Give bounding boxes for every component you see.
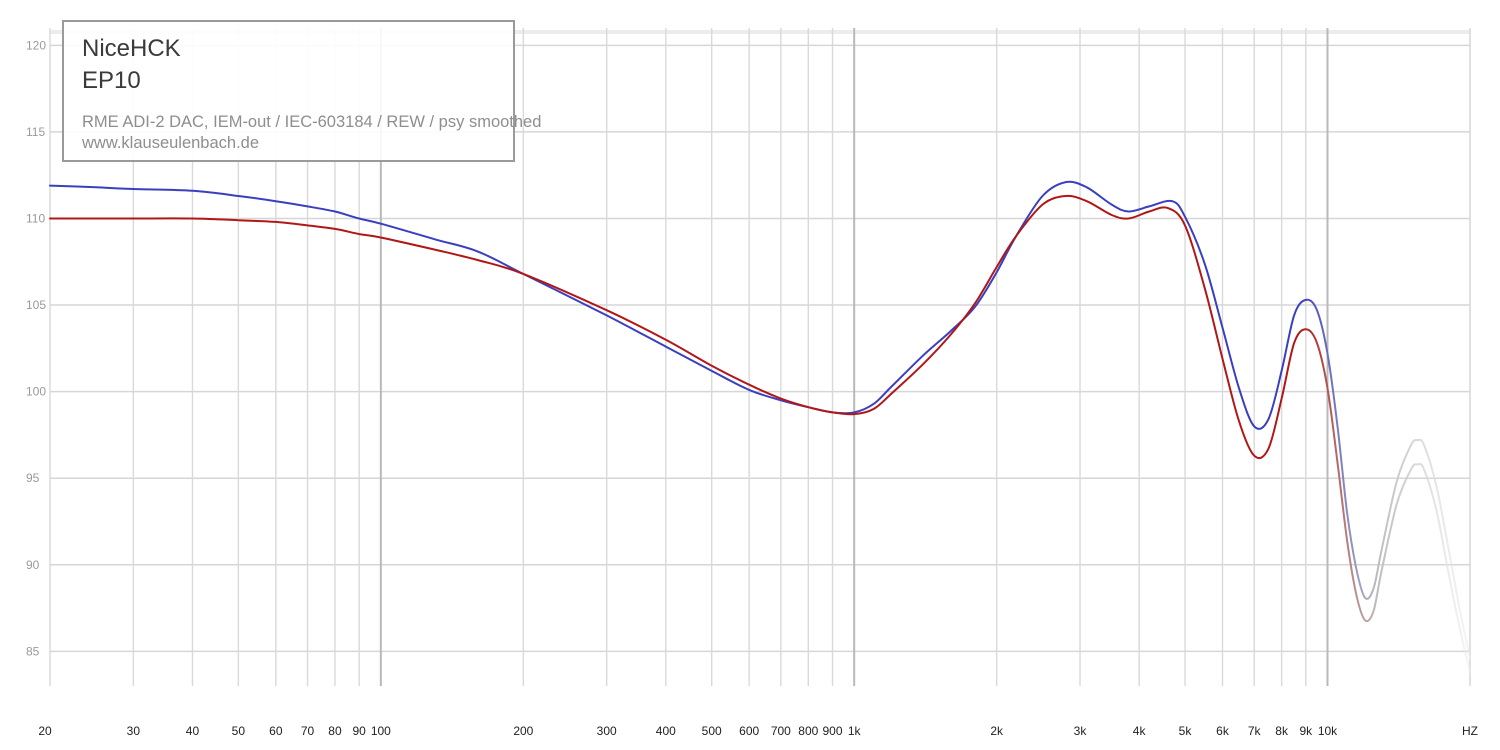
x-tick-label: 90	[353, 724, 367, 738]
x-tick-label: 800	[798, 724, 818, 738]
legend-box: NiceHCK EP10 RME ADI-2 DAC, IEM-out / IE…	[62, 20, 541, 162]
x-tick-label: 700	[771, 724, 791, 738]
y-tick-label: 100	[26, 385, 46, 399]
x-tick-label: 30	[127, 724, 141, 738]
x-tick-label: 8k	[1275, 724, 1289, 738]
x-tick-label: 10k	[1318, 724, 1338, 738]
x-tick-label: 20	[38, 724, 52, 738]
x-tick-label: HZ	[1462, 724, 1478, 738]
y-tick-label: 110	[26, 211, 45, 225]
y-tick-label: 115	[26, 125, 45, 139]
x-tick-label: 5k	[1179, 724, 1193, 738]
x-tick-label: 900	[823, 724, 843, 738]
x-tick-label: 500	[702, 724, 722, 738]
x-tick-label: 9k	[1300, 724, 1314, 738]
x-tick-label: 1k	[848, 724, 862, 738]
legend-brand: NiceHCK	[82, 35, 181, 62]
x-tick-label: 70	[301, 724, 315, 738]
y-tick-label: 85	[26, 644, 40, 658]
series-line-1	[49, 180, 1471, 660]
legend-measurement-setup: RME ADI-2 DAC, IEM-out / IEC-603184 / RE…	[82, 113, 542, 131]
x-tick-label: 3k	[1074, 724, 1088, 738]
legend-model: EP10	[82, 67, 141, 94]
series-line-2	[49, 194, 1471, 674]
y-tick-label: 95	[26, 471, 40, 485]
y-tick-label: 90	[26, 558, 40, 572]
x-tick-label: 100	[371, 724, 391, 738]
x-tick-label: 400	[656, 724, 676, 738]
x-tick-label: 6k	[1216, 724, 1230, 738]
x-tick-label: 4k	[1133, 724, 1147, 738]
x-tick-label: 60	[269, 724, 283, 738]
y-tick-label: 105	[26, 298, 46, 312]
x-tick-label: 300	[597, 724, 617, 738]
x-tick-label: 7k	[1248, 724, 1262, 738]
x-tick-label: 600	[739, 724, 759, 738]
x-tick-label: 2k	[990, 724, 1004, 738]
x-tick-label: 50	[232, 724, 246, 738]
x-tick-label: 80	[328, 724, 342, 738]
x-tick-label: 40	[186, 724, 200, 738]
y-tick-label: 120	[26, 38, 46, 52]
legend-website: www.klauseulenbach.de	[82, 134, 260, 152]
x-tick-label: 200	[513, 724, 533, 738]
